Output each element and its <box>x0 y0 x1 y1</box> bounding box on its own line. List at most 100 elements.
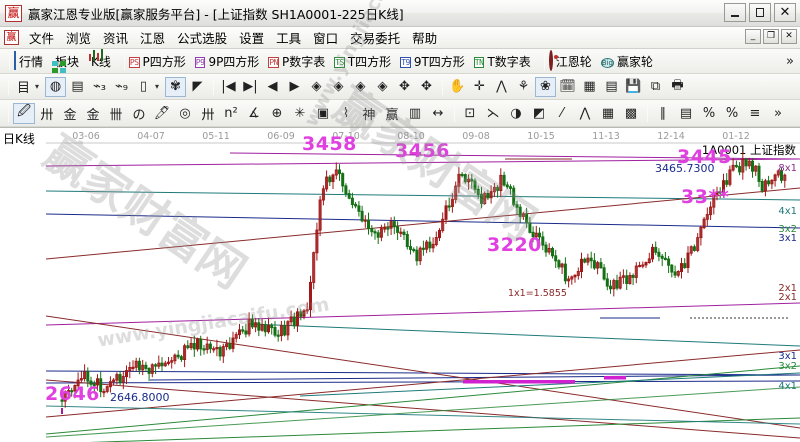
next-icon[interactable]: ▶ <box>289 79 300 94</box>
menu-item-0[interactable]: 文件 <box>29 31 55 46</box>
ruler-icon[interactable]: ▥ <box>408 105 422 121</box>
wave-mark-icon[interactable]: ⌇ <box>342 105 350 121</box>
grid-fine-icon[interactable]: ▦ <box>601 105 615 121</box>
calendar-icon[interactable]: 🗓 <box>559 79 576 94</box>
grid-bold-icon[interactable]: ▩ <box>624 105 638 121</box>
shaded-box-icon[interactable]: ◩ <box>532 105 546 121</box>
chart-period-label: 日K线 <box>3 132 35 146</box>
menu-item-2[interactable]: 资讯 <box>103 31 129 46</box>
drawing-tools-toolbar: 🖉 卅金金卌の 🖊 ◎ 卅 n² ∡ ⊕ ✳ ▣ ⌇ 神赢 ▥ ↔ ⊡ ⋋ ◑ ◩ ⁄ ⋀ ▦ ▩ ∥ ▤%% ≡» <box>0 100 800 127</box>
fibonacci-fan-icon[interactable]: 卌 <box>109 107 123 123</box>
percent-icon[interactable]: % <box>725 105 739 121</box>
close-button[interactable]: ✕ <box>774 3 796 22</box>
star-burst-icon[interactable]: ✳ <box>294 105 306 121</box>
minimize-button[interactable] <box>724 3 746 22</box>
parallel-lines-icon[interactable]: ∥ <box>659 105 667 121</box>
menu-item-4[interactable]: 公式选股 <box>177 31 228 46</box>
menu-item-8[interactable]: 交易委托 <box>350 31 401 46</box>
toolbar-ps-square[interactable]: PS P四方形 <box>128 52 186 70</box>
spiral-icon[interactable]: の <box>132 107 146 123</box>
brain-analysis-icon[interactable]: ❀ <box>535 76 556 97</box>
zigzag-icon[interactable]: ⋀ <box>579 105 591 121</box>
toolbar-winner-wheel[interactable]: Big 赢家轮 <box>600 52 654 70</box>
fan-lines-icon[interactable]: ⋋ <box>486 105 500 121</box>
toolbar-ts-square[interactable]: TS T四方形 <box>334 52 391 70</box>
report-icon[interactable]: ▤ <box>71 79 84 94</box>
toolbar-t9-square[interactable]: T9 9T四方形 <box>400 52 465 70</box>
indicator-3-icon[interactable]: ⌁₃ <box>92 79 107 94</box>
data-table-icon[interactable]: ▦ <box>583 79 596 94</box>
toolbar-pn-table[interactable]: PN P数字表 <box>268 52 325 70</box>
notes-icon[interactable]: ▤ <box>605 79 618 94</box>
ying-tool-icon[interactable]: 赢 <box>385 107 399 123</box>
ps-square-icon: PS <box>128 57 140 68</box>
magic-tool-icon[interactable]: ✾ <box>165 76 186 97</box>
angle-icon[interactable]: ∡ <box>248 105 260 121</box>
menu-item-1[interactable]: 浏览 <box>66 31 92 46</box>
chart-canvas[interactable]: 日K线 03-06 04-07 05-11 06-09 07-10 08-10 09-08 1… <box>0 127 800 442</box>
zoom-in-diamond-icon[interactable]: ◈ <box>333 79 344 94</box>
box-select-icon[interactable]: ⊡ <box>464 105 476 121</box>
fit-width-diamond-icon[interactable]: ◈ <box>355 79 366 94</box>
first-page-icon[interactable]: |◀ <box>221 79 236 94</box>
circle-grid-icon[interactable]: ◎ <box>179 105 191 121</box>
toolbar-tn-table[interactable]: TN T数字表 <box>473 52 531 70</box>
toolbar-candlestick[interactable]: K线 <box>88 49 111 70</box>
overflow-icon[interactable]: » <box>774 105 782 121</box>
period-dropdown-arrow-icon[interactable]: ▾ <box>34 82 39 91</box>
candle-width-dropdown-icon[interactable]: ▾ <box>154 82 159 91</box>
gold-ratio-2-icon[interactable]: 金 <box>86 107 100 123</box>
save-icon[interactable]: 💾 <box>625 79 642 94</box>
copy-icon[interactable]: ⧉ <box>650 79 661 94</box>
menu-item-6[interactable]: 工具 <box>276 31 302 46</box>
line-slope-icon[interactable]: ⁄ <box>560 105 564 121</box>
menu-item-7[interactable]: 窗口 <box>313 31 339 46</box>
mdi-close-button[interactable]: ✕ <box>781 29 797 44</box>
center-diamond-icon[interactable]: ✥ <box>421 79 432 94</box>
cross-circle-icon[interactable]: ⊕ <box>271 105 283 121</box>
gann-grid-icon[interactable]: 卅 <box>40 107 54 123</box>
expand-diamond-icon[interactable]: ◈ <box>377 79 388 94</box>
indicator-9-icon[interactable]: ⌁₉ <box>114 79 129 94</box>
win-box-icon[interactable]: ▣ <box>316 105 330 121</box>
trend-draw-icon[interactable]: ⋀ <box>496 79 507 94</box>
menu-item-3[interactable]: 江恩 <box>140 31 166 46</box>
gann-box-icon[interactable]: 卅 <box>201 107 215 123</box>
mdi-minimize-button[interactable]: _ <box>745 29 761 44</box>
last-page-icon[interactable]: ▶| <box>243 79 258 94</box>
percent-fan-icon[interactable]: % <box>702 105 716 121</box>
percent-levels-icon[interactable]: ≡ <box>749 105 761 121</box>
toolbar-market-grid[interactable]: 行情 <box>14 51 43 70</box>
span-measure-icon[interactable]: ↔ <box>432 105 444 121</box>
toolbar-sector-blocks[interactable]: 板块 <box>52 53 79 73</box>
calendar-period-icon[interactable]: 目 <box>16 81 30 96</box>
move-diamond-icon[interactable]: ✥ <box>399 79 410 94</box>
toolbar-label: 赢家轮 <box>617 54 654 69</box>
crosshair-icon[interactable]: ✛ <box>474 79 485 94</box>
color-flag-icon[interactable]: ◤ <box>192 79 203 94</box>
menu-item-5[interactable]: 设置 <box>239 31 265 46</box>
gold-ratio-1-icon[interactable]: 金 <box>63 107 77 123</box>
peak-label-3445: 3445 <box>677 146 732 168</box>
toolbar-overflow-button[interactable]: » <box>786 53 794 69</box>
shen-tool-icon[interactable]: 神 <box>362 107 376 123</box>
pitchfork-icon[interactable]: ◑ <box>510 105 522 121</box>
pen-line-icon[interactable]: 🖊 <box>153 105 171 121</box>
candle-width-icon[interactable]: ▯ <box>139 79 148 94</box>
square-n2-icon[interactable]: n² <box>224 105 238 121</box>
chart-style-icon[interactable]: ◍ <box>45 76 66 97</box>
fractal-icon[interactable]: ⚘ <box>517 79 530 94</box>
print-icon[interactable]: 🖶 <box>671 77 684 93</box>
prev-icon[interactable]: ◀ <box>267 79 278 94</box>
zoom-out-diamond-icon[interactable]: ◈ <box>311 79 322 94</box>
mdi-restore-button[interactable]: ❐ <box>763 29 779 44</box>
levels-icon[interactable]: ▤ <box>679 105 693 121</box>
maximize-button[interactable] <box>749 3 771 22</box>
hand-pan-icon[interactable]: ✋ <box>449 79 466 94</box>
menu-item-9[interactable]: 帮助 <box>412 31 438 46</box>
fan-label-4: 2x1 <box>778 283 797 294</box>
toolbar-gann-wheel[interactable]: 江恩轮 <box>548 50 592 71</box>
toolbar-p9-square[interactable]: P9 9P四方形 <box>194 52 259 70</box>
pen-draw-icon[interactable]: 🖉 <box>13 102 35 124</box>
